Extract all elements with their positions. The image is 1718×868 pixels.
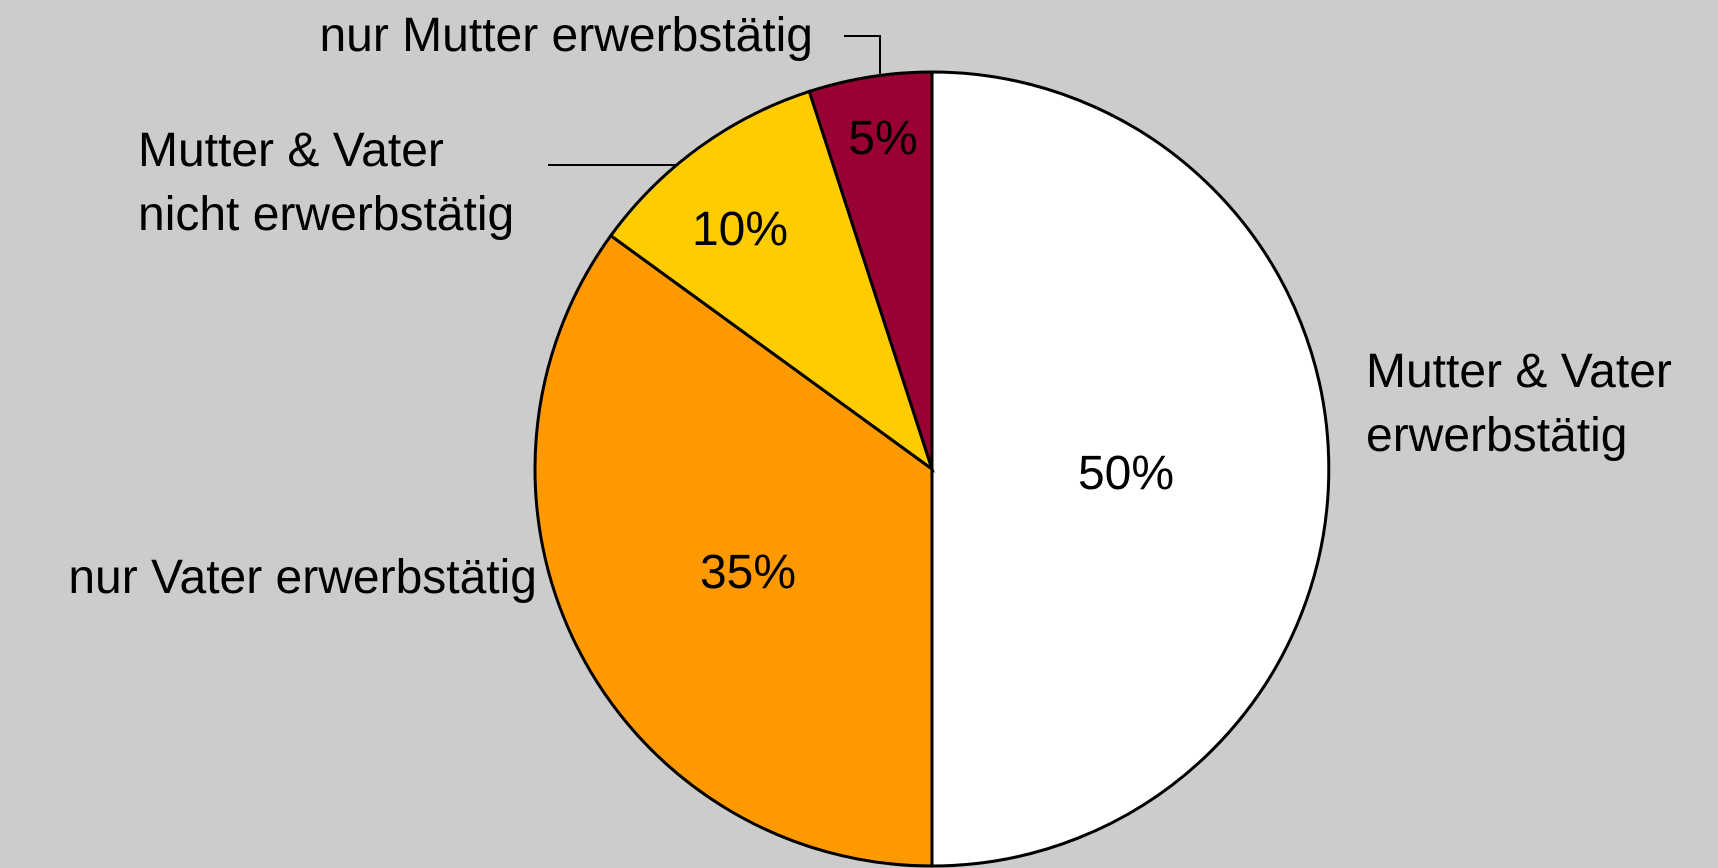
pie-slice — [608, 89, 935, 473]
category-label: nur Vater erwerbstätig — [68, 551, 537, 604]
category-label: Mutter & Vater nicht erwerbstätig — [138, 124, 515, 241]
pie-slice — [807, 70, 934, 470]
leader-line — [844, 35, 881, 90]
value-label: 50% — [1077, 447, 1175, 500]
value-label: 35% — [699, 546, 797, 599]
pie-slice — [930, 70, 1331, 868]
category-label: Mutter & Vater erwerbstätig — [1366, 345, 1672, 462]
value-label: 5% — [848, 112, 918, 165]
pie-slice — [533, 233, 934, 868]
category-label: nur Mutter erwerbstätig — [319, 9, 813, 62]
value-label: 10% — [691, 203, 789, 256]
